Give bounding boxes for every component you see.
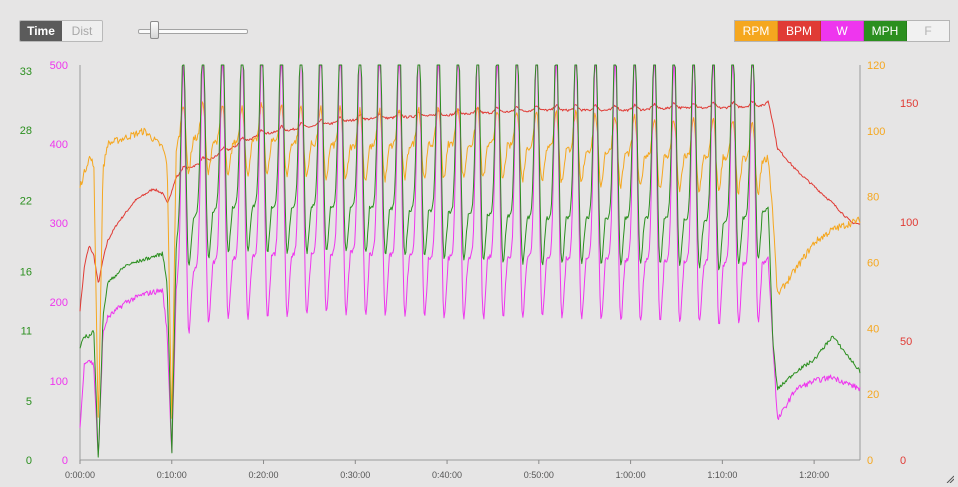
rpm-axis-tick-label: 40 bbox=[867, 323, 879, 335]
bpm-axis-tick-label: 50 bbox=[900, 336, 912, 348]
mph-series-line bbox=[79, 64, 861, 458]
mph-axis-tick-label: 0 bbox=[26, 455, 32, 467]
time-toggle-button[interactable]: Time bbox=[20, 21, 62, 41]
zoom-slider-track bbox=[138, 29, 248, 34]
series-legend: RPM BPM W MPH F bbox=[734, 20, 950, 42]
bpm-series-line bbox=[79, 100, 861, 312]
bpm-axis-tick-label: 150 bbox=[900, 98, 918, 110]
x-axis-tick-label: 0:20:00 bbox=[249, 470, 279, 480]
w-axis-tick-label: 200 bbox=[50, 297, 68, 309]
rpm-axis-tick-label: 0 bbox=[867, 455, 873, 467]
zoom-slider-thumb[interactable] bbox=[150, 21, 160, 39]
w-series-line bbox=[79, 64, 861, 456]
w-axis-tick-label: 300 bbox=[50, 218, 68, 230]
w-axis-tick-label: 0 bbox=[62, 455, 68, 467]
w-axis-tick-label: 400 bbox=[50, 139, 68, 151]
mph-axis-tick-label: 22 bbox=[20, 196, 32, 208]
x-axis-tick-label: 1:10:00 bbox=[707, 470, 737, 480]
bpm-axis-tick-label: 0 bbox=[900, 455, 906, 467]
x-axis-tick-label: 0:10:00 bbox=[157, 470, 187, 480]
w-axis-tick-label: 500 bbox=[50, 60, 68, 72]
legend-w-button[interactable]: W bbox=[821, 21, 864, 41]
x-axis-tick-label: 1:20:00 bbox=[799, 470, 829, 480]
zoom-slider[interactable] bbox=[138, 21, 248, 41]
legend-f-button[interactable]: F bbox=[907, 21, 949, 41]
rpm-axis-tick-label: 120 bbox=[867, 60, 885, 72]
x-axis-tick-label: 0:40:00 bbox=[432, 470, 462, 480]
legend-mph-button[interactable]: MPH bbox=[864, 21, 907, 41]
mph-axis-tick-label: 16 bbox=[20, 266, 32, 278]
mph-axis-tick-label: 11 bbox=[21, 325, 32, 337]
dist-toggle-button[interactable]: Dist bbox=[62, 21, 102, 41]
x-axis-tick-label: 0:00:00 bbox=[65, 470, 95, 480]
x-axis-tick-label: 0:50:00 bbox=[524, 470, 554, 480]
resize-handle-icon[interactable] bbox=[946, 475, 954, 483]
legend-bpm-button[interactable]: BPM bbox=[778, 21, 821, 41]
w-axis-tick-label: 100 bbox=[50, 376, 68, 388]
x-axis-tick-label: 1:00:00 bbox=[616, 470, 646, 480]
legend-rpm-button[interactable]: RPM bbox=[735, 21, 778, 41]
time-dist-toggle: Time Dist bbox=[19, 20, 103, 42]
rpm-axis-tick-label: 100 bbox=[867, 126, 885, 138]
x-axis-tick-label: 0:30:00 bbox=[340, 470, 370, 480]
rpm-axis-tick-label: 20 bbox=[867, 389, 879, 401]
bpm-axis-tick-label: 100 bbox=[900, 217, 918, 229]
rpm-axis-tick-label: 80 bbox=[867, 192, 879, 204]
mph-axis-tick-label: 5 bbox=[26, 396, 32, 408]
rpm-axis-tick-label: 60 bbox=[867, 258, 879, 270]
mph-axis-tick-label: 28 bbox=[20, 125, 32, 137]
mph-axis-tick-label: 33 bbox=[20, 66, 32, 78]
